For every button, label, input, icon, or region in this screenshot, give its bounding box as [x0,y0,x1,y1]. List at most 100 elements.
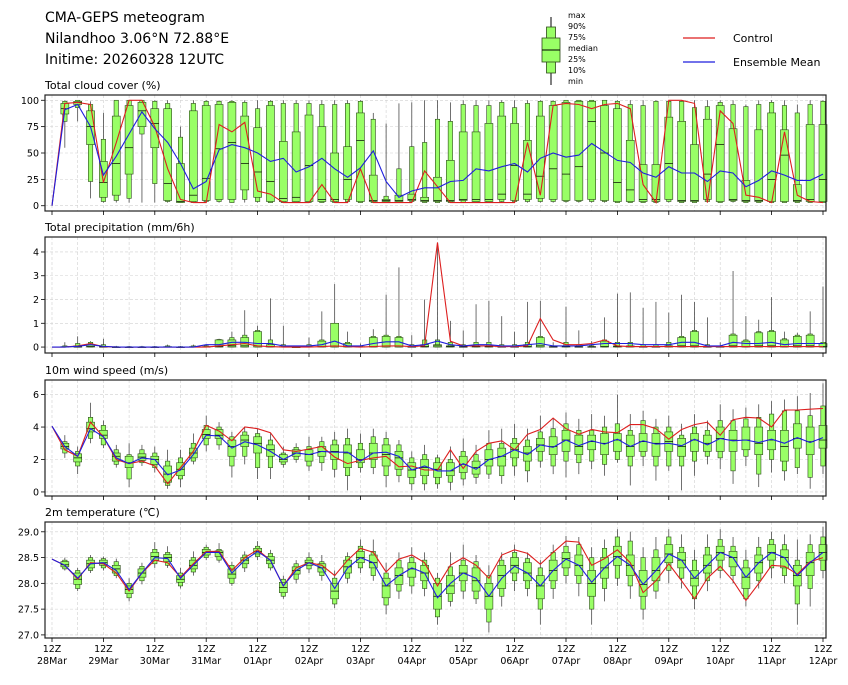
ensemble-box [497,316,507,348]
ensemble-box [690,301,699,348]
x-tick-date: 06Apr [500,656,529,667]
ensemble-box [548,100,558,203]
ensemble-box [163,100,172,203]
ensemble-box [638,307,648,348]
ensemble-box [317,436,327,471]
ensemble-box [677,294,686,348]
box-p25-p75 [805,552,815,576]
box-p25-p75 [137,102,147,127]
ensemble-box [587,341,597,348]
ensemble-box [561,306,571,348]
ensemble-box [818,383,828,475]
box-p25-p75 [368,442,378,460]
ensemble-box [792,104,802,203]
ensemble-box [471,444,481,484]
ensemble-box [741,549,751,607]
box-p25-p75 [780,339,789,348]
x-tick-hour: 12Z [814,644,833,655]
box-p25-p75 [561,552,571,569]
ensemble-box [715,529,725,579]
ensemble-box [600,317,609,348]
x-tick-hour: 12Z [248,644,267,655]
box-p25-p75 [381,444,391,467]
x-tick-hour: 12Z [659,644,678,655]
ensemble-box [664,529,674,584]
box-p25-p75 [548,436,558,455]
ensemble-box [137,99,147,203]
box-p25-p75 [728,334,738,348]
panel-3: 2m temperature (℃) 27.0 27.5 28.0 28.5 29.0 12… [18,506,838,667]
ensemble-box [780,534,789,584]
x-tick-date: 30Mar [140,656,170,667]
box-p25-p75 [253,331,262,348]
panel-2: 10m wind speed (m/s) 0 2 4 6 [33,364,828,500]
box-p25-p75 [356,449,365,464]
ensemble-box [368,539,378,581]
box-p25-p75 [561,429,571,452]
box-p25-p75 [715,545,725,561]
x-tick-date: 08Apr [603,656,632,667]
ensemble-box [805,311,815,348]
ensemble-box [458,438,468,486]
ensemble-box [407,451,417,491]
ensemble-box [73,446,82,475]
box-p25-p75 [703,118,712,200]
ensemble-mean-line [52,340,823,348]
box-p25-p75 [754,426,764,455]
x-tick-hour: 12Z [43,644,62,655]
box-p25-p75 [818,425,828,449]
ensemble-box [330,100,340,203]
ensemble-box [728,100,738,203]
box-p10-p90 [422,142,428,203]
ensemble-box [664,312,674,348]
ensemble-box [201,415,211,452]
ensemble-box [625,100,635,203]
box-p25-p75 [189,110,198,202]
box-p25-p75 [330,152,340,202]
panel-title: 10m wind speed (m/s) [45,364,168,377]
ensemble-box [780,100,789,203]
box-p25-p75 [304,449,314,462]
panel-frame [44,236,827,354]
x-tick-hour: 12Z [351,644,370,655]
ensemble-box [535,300,545,348]
ensemble-box [561,99,571,203]
box-p25-p75 [356,112,365,202]
ensemble-box [240,100,250,203]
panel-title: 2m temperature (℃) [45,506,160,519]
box-p25-p75 [613,108,622,202]
ensemble-box [227,561,237,586]
box-p10-p90 [743,106,749,203]
ensemble-box [664,100,674,203]
ensemble-box [574,99,584,203]
box-p25-p75 [433,176,442,202]
ensemble-box [471,554,481,604]
ensemble-box [600,415,609,476]
ensemble-box [484,300,494,348]
box-p25-p75 [780,549,789,569]
location-label: Nilandhoo 3.06°N 72.88°E [45,31,229,47]
y-tick-label: 0 [33,487,39,498]
box-p25-p75 [240,434,250,447]
box-p25-p75 [677,438,686,457]
box-p10-p90 [434,118,440,203]
ensemble-box [484,430,494,479]
box-p25-p75 [741,426,751,451]
ensemble-box [484,100,494,203]
x-tick-date: 03Apr [346,656,375,667]
ensemble-box [214,100,224,203]
ensemble-mean-line [51,425,824,476]
box-p25-p75 [523,446,532,462]
y-tick-label: 0 [33,201,39,212]
ensemble-box [767,297,776,348]
box-p25-p75 [818,124,828,202]
ensemble-box [278,575,288,599]
x-tick-hour: 12Z [454,644,473,655]
box-p25-p75 [535,337,545,348]
ensemble-box [677,423,686,491]
ensemble-box [510,331,519,348]
ensemble-box [304,436,314,471]
y-tick-label: 2 [33,295,39,306]
ensemble-box [497,428,507,484]
box-p25-p75 [343,444,352,468]
